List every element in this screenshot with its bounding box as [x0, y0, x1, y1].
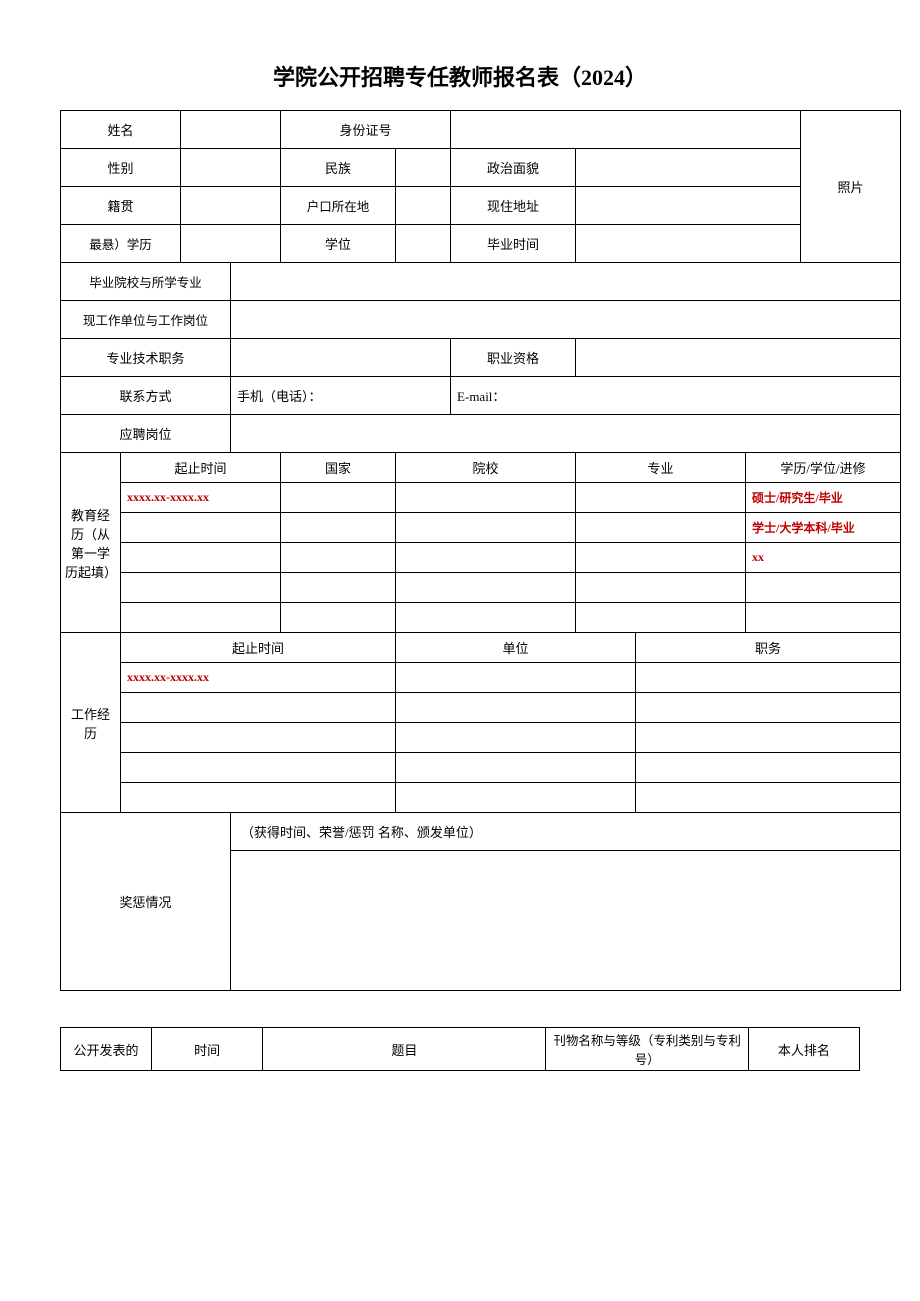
main-form-table: 姓名 身份证号 照片 性别 民族 政治面貌 籍贯 户口所在地 现住地址 最悬）学… [60, 110, 901, 991]
label-prof-title: 专业技术职务 [61, 339, 231, 377]
value-ethnicity[interactable] [396, 149, 451, 187]
edu-row-degree[interactable] [746, 573, 901, 603]
value-current-work[interactable] [231, 301, 901, 339]
value-political[interactable] [576, 149, 801, 187]
label-work-history: 工作经历 [61, 633, 121, 813]
edu-row-major[interactable] [576, 573, 746, 603]
edu-row-country[interactable] [281, 513, 396, 543]
work-row-unit[interactable] [396, 663, 636, 693]
label-edu-history: 教育经历（从第一学历起填） [61, 453, 121, 633]
edu-row-major[interactable] [576, 543, 746, 573]
value-position[interactable] [231, 415, 901, 453]
work-row-unit[interactable] [396, 753, 636, 783]
work-row-unit[interactable] [396, 723, 636, 753]
edu-row-period[interactable] [121, 603, 281, 633]
label-current-work: 现工作单位与工作岗位 [61, 301, 231, 339]
phone-prefix: 手机（电话）： [237, 389, 322, 404]
edu-row-school[interactable] [396, 483, 576, 513]
label-grad-school: 毕业院校与所学专业 [61, 263, 231, 301]
edu-row-degree[interactable] [746, 603, 901, 633]
value-gender[interactable] [181, 149, 281, 187]
awards-body[interactable] [231, 851, 901, 991]
value-grad-time[interactable] [576, 225, 801, 263]
edu-row-major[interactable] [576, 603, 746, 633]
edu-header-period: 起止时间 [121, 453, 281, 483]
pub-header-title: 题目 [263, 1028, 546, 1071]
value-highest-edu[interactable] [181, 225, 281, 263]
edu-row-degree[interactable]: xx [746, 543, 901, 573]
label-awards: 奖惩情况 [61, 813, 231, 991]
form-title: 学院公开招聘专任教师报名表（2024） [60, 60, 860, 92]
label-pub-section: 公开发表的 [61, 1028, 152, 1071]
edu-row-degree[interactable]: 硕士/研究生/毕业 [746, 483, 901, 513]
edu-row-major[interactable] [576, 483, 746, 513]
edu-header-degree: 学历/学位/进修 [746, 453, 901, 483]
publications-table: 公开发表的 时间 题目 刊物名称与等级（专利类别与专利号） 本人排名 [60, 1027, 860, 1071]
value-hukou[interactable] [396, 187, 451, 225]
work-row-title[interactable] [636, 723, 901, 753]
value-current-addr[interactable] [576, 187, 801, 225]
work-row-title[interactable] [636, 783, 901, 813]
edu-row-period[interactable] [121, 513, 281, 543]
value-native-place[interactable] [181, 187, 281, 225]
pub-header-time: 时间 [152, 1028, 263, 1071]
edu-row-period[interactable] [121, 543, 281, 573]
edu-row-school[interactable] [396, 603, 576, 633]
work-row-period[interactable] [121, 753, 396, 783]
work-row-period[interactable]: xxxx.xx-xxxx.xx [121, 663, 396, 693]
edu-row-period[interactable]: xxxx.xx-xxxx.xx [121, 483, 281, 513]
photo-cell: 照片 [801, 111, 901, 263]
work-row-title[interactable] [636, 753, 901, 783]
value-degree[interactable] [396, 225, 451, 263]
value-email[interactable]: E-mail： [451, 377, 901, 415]
edu-row-school[interactable] [396, 543, 576, 573]
work-header-title: 职务 [636, 633, 901, 663]
value-prof-title[interactable] [231, 339, 451, 377]
work-row-title[interactable] [636, 693, 901, 723]
work-row-title[interactable] [636, 663, 901, 693]
value-vocation-qual[interactable] [576, 339, 901, 377]
label-vocation-qual: 职业资格 [451, 339, 576, 377]
edu-row-country[interactable] [281, 603, 396, 633]
label-gender: 性别 [61, 149, 181, 187]
work-row-unit[interactable] [396, 783, 636, 813]
pub-header-journal: 刊物名称与等级（专利类别与专利号） [546, 1028, 748, 1071]
work-row-period[interactable] [121, 783, 396, 813]
work-header-unit: 单位 [396, 633, 636, 663]
edu-row-country[interactable] [281, 573, 396, 603]
awards-note: （获得时间、荣誉/惩罚 名称、颁发单位） [231, 813, 901, 851]
label-highest-edu: 最悬）学历 [61, 225, 181, 263]
label-political: 政治面貌 [451, 149, 576, 187]
edu-row-period[interactable] [121, 573, 281, 603]
edu-header-country: 国家 [281, 453, 396, 483]
edu-header-major: 专业 [576, 453, 746, 483]
label-degree: 学位 [281, 225, 396, 263]
edu-row-degree[interactable]: 学士/大学本科/毕业 [746, 513, 901, 543]
label-contact: 联系方式 [61, 377, 231, 415]
label-idno: 身份证号 [281, 111, 451, 149]
value-name[interactable] [181, 111, 281, 149]
label-position: 应聘岗位 [61, 415, 231, 453]
edu-row-major[interactable] [576, 513, 746, 543]
pub-header-rank: 本人排名 [748, 1028, 859, 1071]
work-row-unit[interactable] [396, 693, 636, 723]
email-prefix: E-mail： [457, 389, 505, 404]
label-grad-time: 毕业时间 [451, 225, 576, 263]
label-hukou: 户口所在地 [281, 187, 396, 225]
label-current-addr: 现住地址 [451, 187, 576, 225]
label-native-place: 籍贯 [61, 187, 181, 225]
work-row-period[interactable] [121, 723, 396, 753]
label-ethnicity: 民族 [281, 149, 396, 187]
label-name: 姓名 [61, 111, 181, 149]
value-grad-school[interactable] [231, 263, 901, 301]
edu-row-country[interactable] [281, 543, 396, 573]
work-header-period: 起止时间 [121, 633, 396, 663]
value-phone[interactable]: 手机（电话）： [231, 377, 451, 415]
edu-row-school[interactable] [396, 573, 576, 603]
edu-row-school[interactable] [396, 513, 576, 543]
edu-row-country[interactable] [281, 483, 396, 513]
value-idno[interactable] [451, 111, 801, 149]
edu-header-school: 院校 [396, 453, 576, 483]
work-row-period[interactable] [121, 693, 396, 723]
